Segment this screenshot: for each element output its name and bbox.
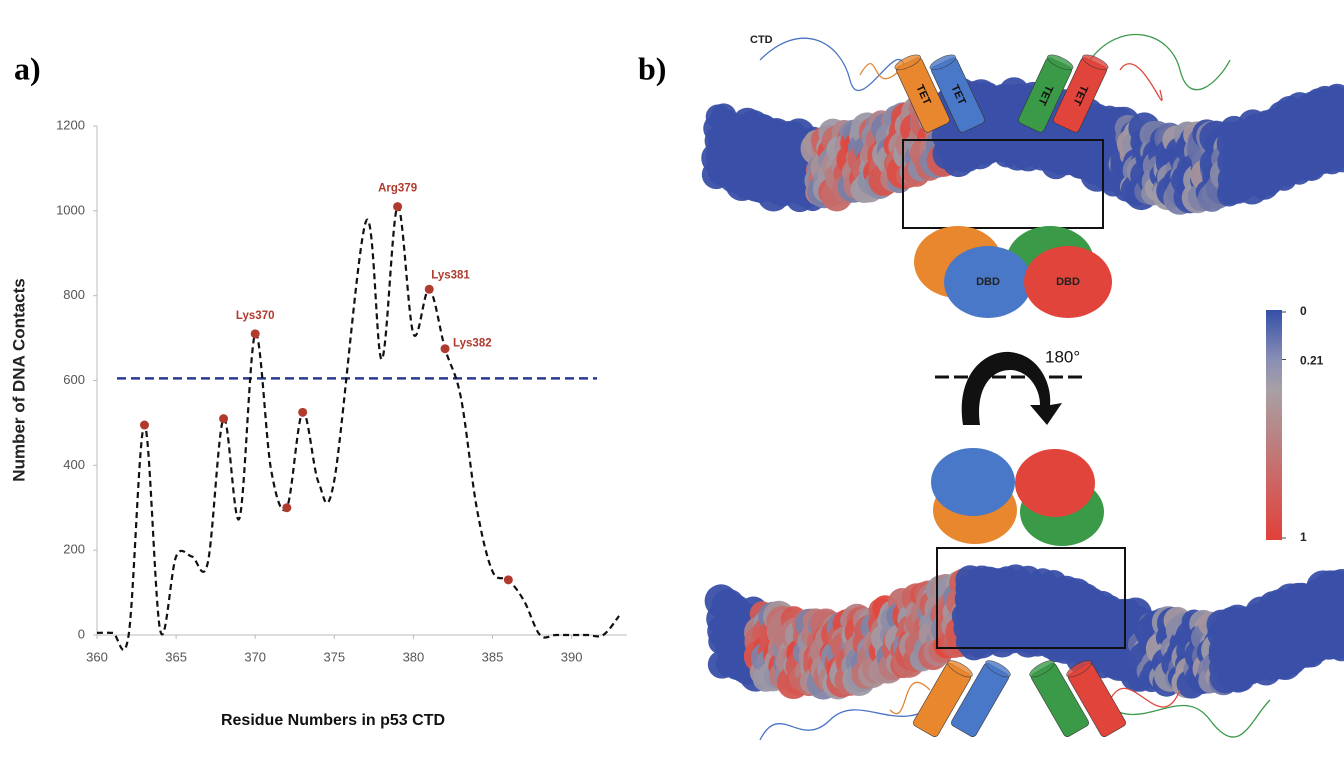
residue-marker — [424, 284, 434, 294]
focus-box — [936, 547, 1126, 649]
dbd — [1024, 246, 1112, 318]
colorbar-tick-label: 0.21 — [1300, 354, 1324, 368]
y-tick-label: 0 — [78, 626, 85, 641]
tet-helix: TET — [929, 54, 985, 133]
x-axis-label: Residue Numbers in p53 CTD — [221, 712, 445, 729]
colorbar-tick-label: 1 — [1300, 530, 1307, 544]
rotation-arrow — [961, 351, 1062, 425]
tet-helix — [951, 660, 1011, 738]
protein-loop — [759, 699, 941, 741]
panel-label: a) — [14, 50, 41, 86]
x-tick-label: 385 — [482, 649, 504, 664]
protein-loop — [1099, 699, 1271, 738]
residue-label: Arg379 — [378, 183, 417, 195]
cylinder-cap — [1029, 660, 1055, 678]
tet-helix: TET — [1018, 54, 1074, 133]
x-tick-label: 380 — [403, 649, 425, 664]
y-tick-label: 600 — [63, 372, 85, 387]
protein-loop — [859, 63, 901, 80]
cylinder-cap — [1047, 54, 1074, 71]
colorbar — [1266, 310, 1282, 540]
cylinder-cap — [947, 660, 973, 678]
atom — [1330, 112, 1344, 138]
protein-loop — [1089, 33, 1231, 91]
cylinder-cap — [1082, 54, 1109, 71]
dbd-label: DBD — [976, 276, 1000, 288]
contact-line — [96, 205, 620, 652]
protein-loop — [1119, 63, 1163, 101]
panel-label: b) — [638, 50, 666, 86]
tet-helix — [1029, 660, 1089, 738]
residue-label: Lys382 — [453, 338, 492, 350]
residue-marker — [298, 407, 308, 417]
residue-marker — [139, 420, 149, 430]
atom — [1327, 142, 1344, 173]
protein-loop — [1109, 687, 1181, 708]
focus-box — [902, 139, 1104, 229]
x-tick-label: 370 — [244, 649, 266, 664]
atom — [1327, 632, 1344, 662]
cylinder-cap — [894, 54, 921, 71]
dbd — [1015, 449, 1095, 517]
residue-marker — [393, 202, 403, 212]
y-tick-label: 1200 — [56, 117, 85, 132]
residue-marker — [219, 414, 229, 424]
colorbar-tick-label: 0 — [1300, 304, 1307, 318]
cylinder-cap — [929, 54, 956, 71]
x-tick-label: 390 — [561, 649, 583, 664]
residue-marker — [503, 575, 513, 585]
dbd — [944, 246, 1032, 318]
x-tick-label: 365 — [165, 649, 187, 664]
y-tick-label: 200 — [63, 542, 85, 557]
residue-marker — [250, 329, 260, 339]
residue-marker — [440, 344, 450, 354]
y-axis-label: Number of DNA Contacts — [9, 278, 28, 481]
tet-helix — [913, 660, 973, 738]
x-tick-label: 360 — [86, 649, 108, 664]
tet-helix: TET — [1053, 54, 1109, 133]
cylinder-cap — [1066, 660, 1092, 678]
ctd-label: CTD — [750, 34, 773, 46]
protein-loop — [759, 37, 906, 92]
dbd-label: DBD — [1056, 276, 1080, 288]
tet-helix — [1066, 660, 1126, 738]
residue-marker — [282, 503, 292, 513]
rotation-label: 180° — [1045, 347, 1080, 366]
y-tick-label: 1000 — [56, 202, 85, 217]
cylinder-cap — [985, 660, 1011, 678]
x-tick-label: 375 — [323, 649, 345, 664]
dbd — [931, 448, 1015, 516]
tet-helix: TET — [894, 54, 950, 133]
residue-label: Lys370 — [236, 310, 275, 322]
residue-label: Lys381 — [431, 269, 470, 281]
protein-loop — [889, 681, 931, 715]
y-tick-label: 400 — [63, 457, 85, 472]
y-tick-label: 800 — [63, 287, 85, 302]
